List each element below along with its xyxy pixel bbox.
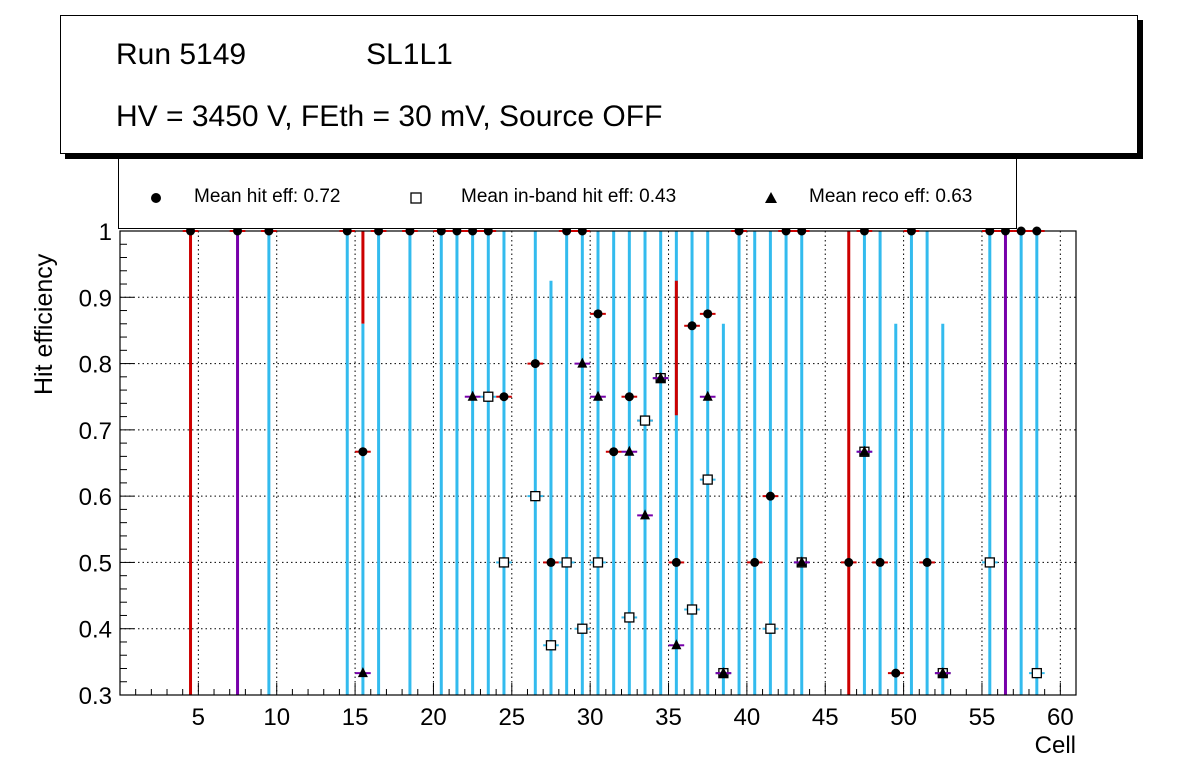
hit-eff-point [546,557,556,567]
inband-eff-point [498,557,510,568]
y-tick-label: 1 [99,219,112,246]
title-box: Run 5149 SL1L1 HV = 3450 V, FEth = 30 mV,… [60,15,1138,154]
y-tick-label: 0.3 [79,683,112,710]
reco-eff-point [640,509,651,520]
hit-eff-point [593,309,603,319]
reco-eff-point [467,390,478,401]
x-tick-label: 55 [969,704,996,731]
y-tick-label: 0.8 [79,352,112,379]
reco-eff-point [671,639,682,650]
y-tick-label: 0.4 [79,617,112,644]
reco-eff-point [796,556,807,567]
y-tick-label: 0.7 [79,418,112,445]
reco-eff-point [702,390,713,401]
x-tick-label: 25 [498,704,525,731]
hit-eff-point [1016,226,1026,236]
hit-eff-point [530,359,540,369]
hit-eff-point [671,557,681,567]
x-tick-label: 40 [734,704,761,731]
inband-eff-point [702,474,713,485]
hit-eff-point [875,557,885,567]
inband-eff-point [483,391,494,402]
hit-eff-point [750,557,760,567]
x-tick-label: 35 [655,704,682,731]
legend-square-icon [410,192,422,204]
x-tick-label: 30 [577,704,604,731]
inband-eff-point [639,415,651,426]
hit-eff-point [624,392,634,402]
reco-eff-point [718,667,729,678]
x-tick-label: 20 [420,704,447,731]
x-tick-label: 10 [263,704,290,731]
inband-eff-point [561,557,572,568]
inband-eff-point [686,604,698,615]
x-tick-label: 15 [342,704,369,731]
inband-eff-point [545,640,557,651]
y-tick-label: 0.9 [79,285,112,312]
legend: Mean hit eff: 0.72 Mean in-band hit eff:… [118,154,1017,229]
hit-eff-point [499,392,509,402]
hit-eff-point [1032,226,1042,236]
reco-eff-point [357,667,368,678]
reco-eff-point [593,390,603,401]
legend-circle-icon [151,193,161,203]
inband-eff-point [1031,667,1042,679]
plot-frame [119,230,1077,696]
legend-reco-label: Mean reco eff: 0.63 [809,186,973,207]
legend-hit-label: Mean hit eff: 0.72 [194,186,341,207]
inband-eff-point [530,490,541,502]
inband-eff-point [984,557,995,568]
run-conditions: HV = 3450 V, FEth = 30 mV, Source OFF [116,100,663,133]
reco-eff-point [655,372,666,383]
hit-eff-point [687,321,697,331]
reco-eff-point [859,445,870,456]
legend-triangle-icon [765,192,777,203]
hit-eff-point [891,668,901,678]
title-run-line: Run 5149 SL1L1 [116,38,453,72]
x-tick-label: 60 [1047,704,1074,731]
reco-eff-point [577,357,588,368]
layer-name: SL1L1 [366,38,453,71]
inband-eff-point [592,557,604,568]
reco-eff-point [937,667,948,678]
hit-eff-point [358,447,368,457]
y-axis-label: Hit efficiency [30,253,58,395]
run-number: Run 5149 [116,38,247,71]
inband-eff-point [624,612,635,623]
x-tick-label: 50 [890,704,917,731]
x-axis-label: Cell [1035,732,1076,759]
hit-eff-point [703,309,713,319]
hit-eff-point [609,447,619,457]
reco-eff-point [624,445,635,456]
hit-eff-point [844,557,854,567]
y-tick-label: 0.6 [79,484,112,511]
inband-eff-point [765,623,776,634]
hit-eff-point [765,491,775,501]
legend-inband-label: Mean in-band hit eff: 0.43 [461,186,677,207]
x-tick-label: 45 [812,704,839,731]
inband-eff-point [577,623,588,634]
x-tick-label: 5 [192,704,205,731]
y-tick-label: 0.5 [79,550,112,577]
hit-eff-point [922,557,932,567]
